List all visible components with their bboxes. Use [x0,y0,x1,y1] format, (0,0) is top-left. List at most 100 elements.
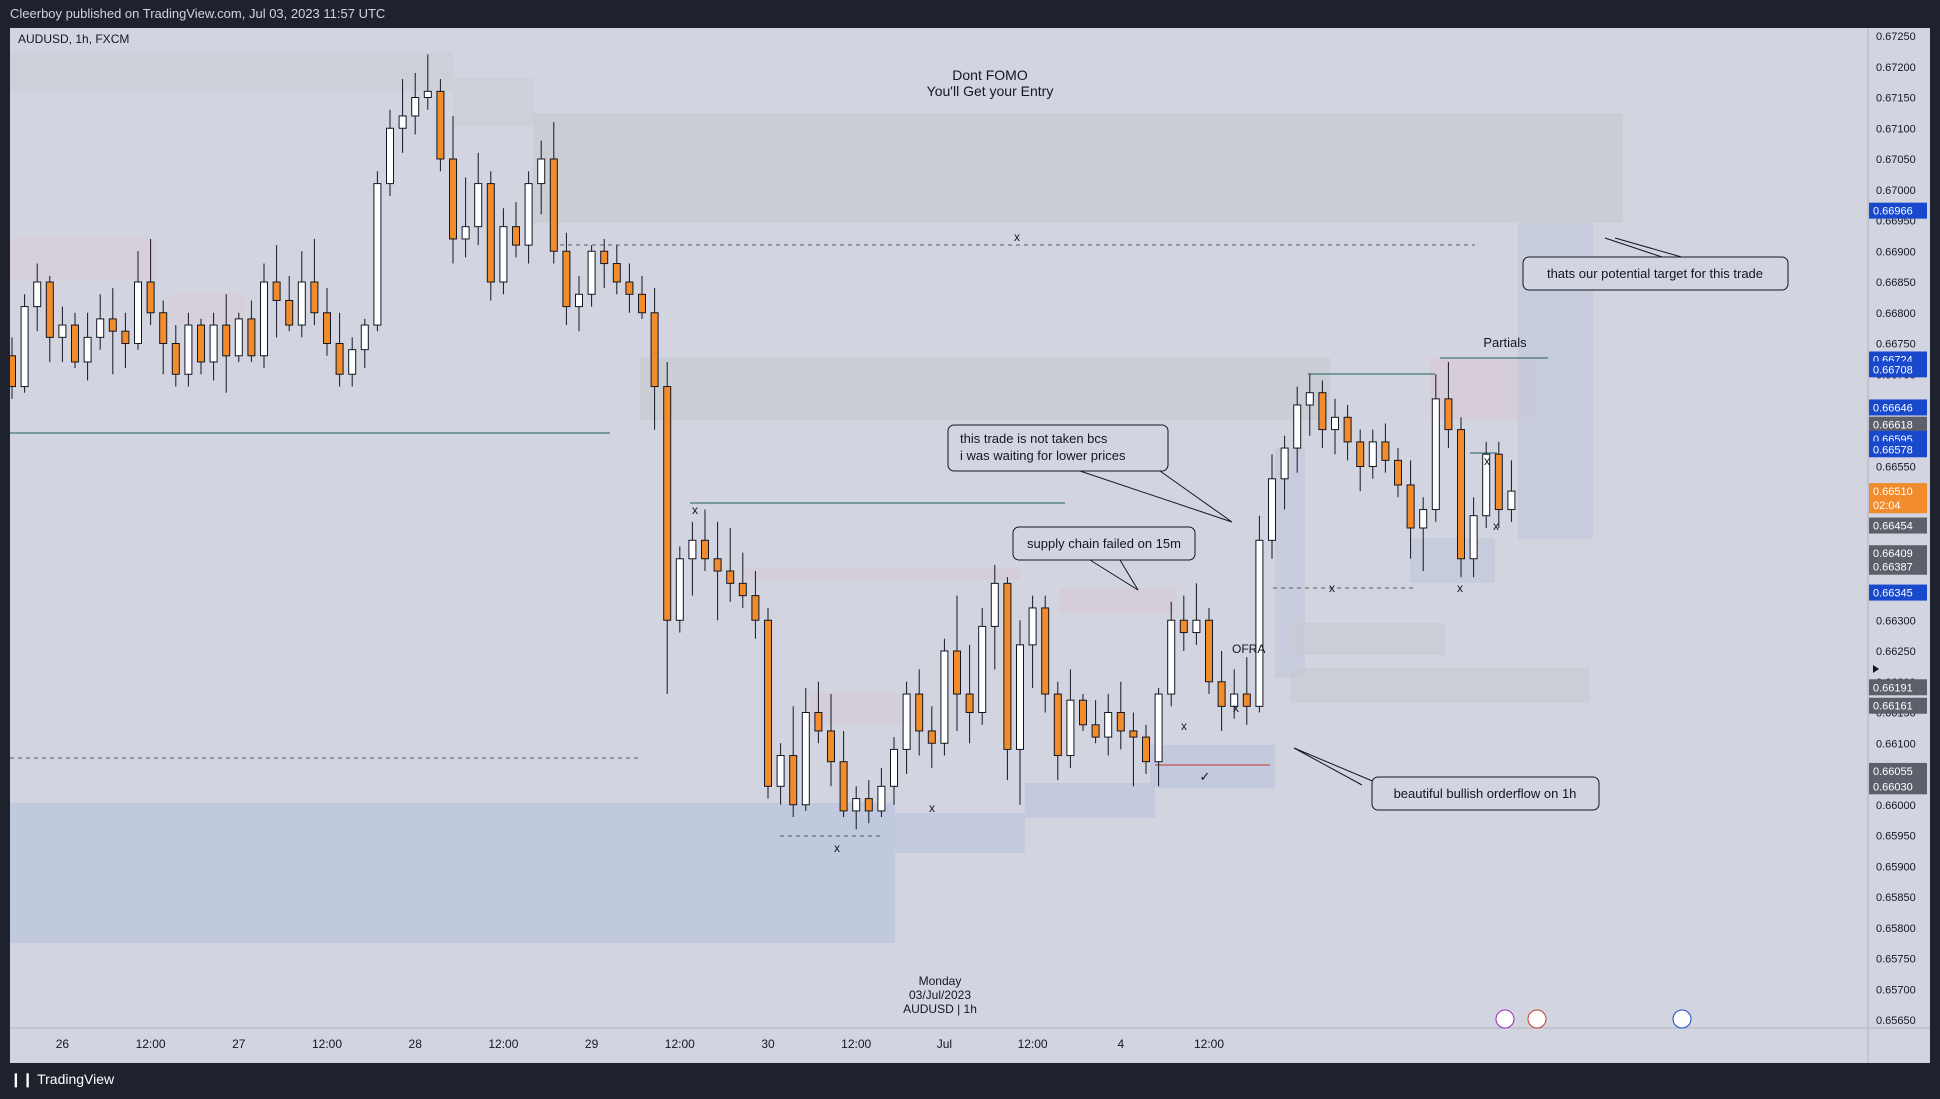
bull-candle-body [1230,693,1239,707]
bear-candle-body [1053,693,1062,757]
candle [285,275,294,332]
bull-candle-body [1066,699,1075,757]
bull-candle-body [675,558,684,621]
x-tick-label: 12:00 [1018,1037,1048,1051]
price-label: 0.66510 [1869,483,1927,500]
candle [575,275,583,332]
bull-candle-body [1368,441,1377,467]
candle [537,140,546,215]
price-label: 0.66708 [1869,361,1927,378]
candle [108,288,117,375]
callout-target[interactable]: thats our potential target for this trad… [1522,237,1789,291]
callout-supply-chain[interactable]: supply chain failed on 15m [1012,526,1196,591]
supply-zone [10,238,155,280]
candle [234,312,243,362]
candle [953,595,961,731]
bear-candle-body [1318,392,1327,431]
tradingview-logo[interactable]: ❙❙ TradingView [10,1071,114,1088]
price-label-bg [1869,441,1927,458]
candle [1053,681,1062,781]
bull-candle-body [902,693,911,750]
x-markers: x x x x x x x x x x ✓ [692,230,1499,855]
candle [562,232,571,326]
bull-candle-body [1154,693,1163,763]
chart-svg[interactable]: 0.67250 0.67200 0.67150 0.67100 0.67050 0.670… [8,28,1930,1063]
bear-candle-body [1179,619,1188,634]
callout-pointer [1604,237,1666,259]
bear-candle-body [1116,712,1125,732]
candle [839,730,848,818]
x-marker: x [1233,701,1239,715]
check-marker: ✓ [1200,769,1211,784]
bull-candle-body [348,349,357,375]
y-tick-label: 0.66850 [1876,277,1916,289]
candle [159,300,168,375]
bull-candle-body [1167,619,1176,695]
candle [1079,694,1087,731]
bear-candle-body [953,650,961,695]
candle [386,109,394,196]
bear-candle-body [1356,441,1365,467]
bear-candle-body [159,312,168,344]
bear-candle-body [927,730,936,744]
x-tick-label: 29 [585,1037,599,1051]
callout-not-taken[interactable]: this trade is not taken bcs i was waitin… [947,424,1233,523]
bear-candle-body [197,324,205,363]
bear-candle-body [1381,441,1390,461]
symbol-label: AUDUSD, 1h, FXCM [18,32,129,46]
price-label-bg [1869,517,1927,534]
bull-candle-body [1431,398,1440,511]
x-marker: x [1484,454,1490,468]
watermark-symbol: AUDUSD | 1h [903,1002,977,1016]
candle [1116,681,1125,750]
bull-candle-body [1104,712,1113,738]
candle [877,767,886,818]
supply-zone [745,568,1020,580]
event-icon[interactable] [1495,1009,1515,1029]
candle [1305,374,1314,436]
candle [449,115,457,264]
y-tick-label: 0.66750 [1876,339,1916,351]
supply-zone [1290,668,1590,703]
supply-zone [170,293,245,323]
bull-candle-body [1507,490,1516,511]
bull-candle-body [1482,453,1491,517]
candle [940,638,949,756]
bull-candle-body [852,798,861,812]
bull-candle-body [1192,619,1201,634]
candle [260,263,268,369]
price-label-text: 0.66966 [1873,206,1913,218]
bull-candle-body [1469,515,1478,560]
y-tick-label: 0.65900 [1876,861,1916,873]
price-label-bg [1869,778,1927,795]
bear-candle-body [1457,429,1465,560]
footer-bar: ❙❙ TradingView [0,1063,1940,1099]
bear-candle-body [449,158,457,240]
price-label-bg [1869,202,1927,219]
y-tick-label: 0.67200 [1876,62,1916,74]
bull-candle-body [234,318,243,357]
callout-bullish-orderflow[interactable]: beautiful bullish orderflow on 1h [1293,747,1600,811]
x-marker: x [929,801,935,815]
candle [663,361,672,695]
candle [1242,657,1251,725]
bull-candle-body [524,183,533,246]
demand-zone [10,803,895,943]
bear-candle-body [751,595,760,621]
publish-text: Cleerboy published on TradingView.com, J… [10,6,386,21]
bear-candle-body [335,343,344,375]
price-label-text: 0.66618 [1873,420,1913,432]
candle [638,275,646,319]
au-flag-icon[interactable] [1672,1009,1692,1029]
candle [247,300,256,362]
candle [978,607,987,725]
bear-candle-body [663,386,672,621]
candle [45,275,54,362]
candle [1444,361,1453,449]
bull-candle-body [1331,416,1339,431]
price-label-text: 0.66345 [1873,588,1913,600]
brand-label: TradingView [37,1071,115,1087]
bull-candle-body [134,281,142,344]
us-flag-icon[interactable] [1527,1009,1547,1029]
candle [927,706,936,768]
